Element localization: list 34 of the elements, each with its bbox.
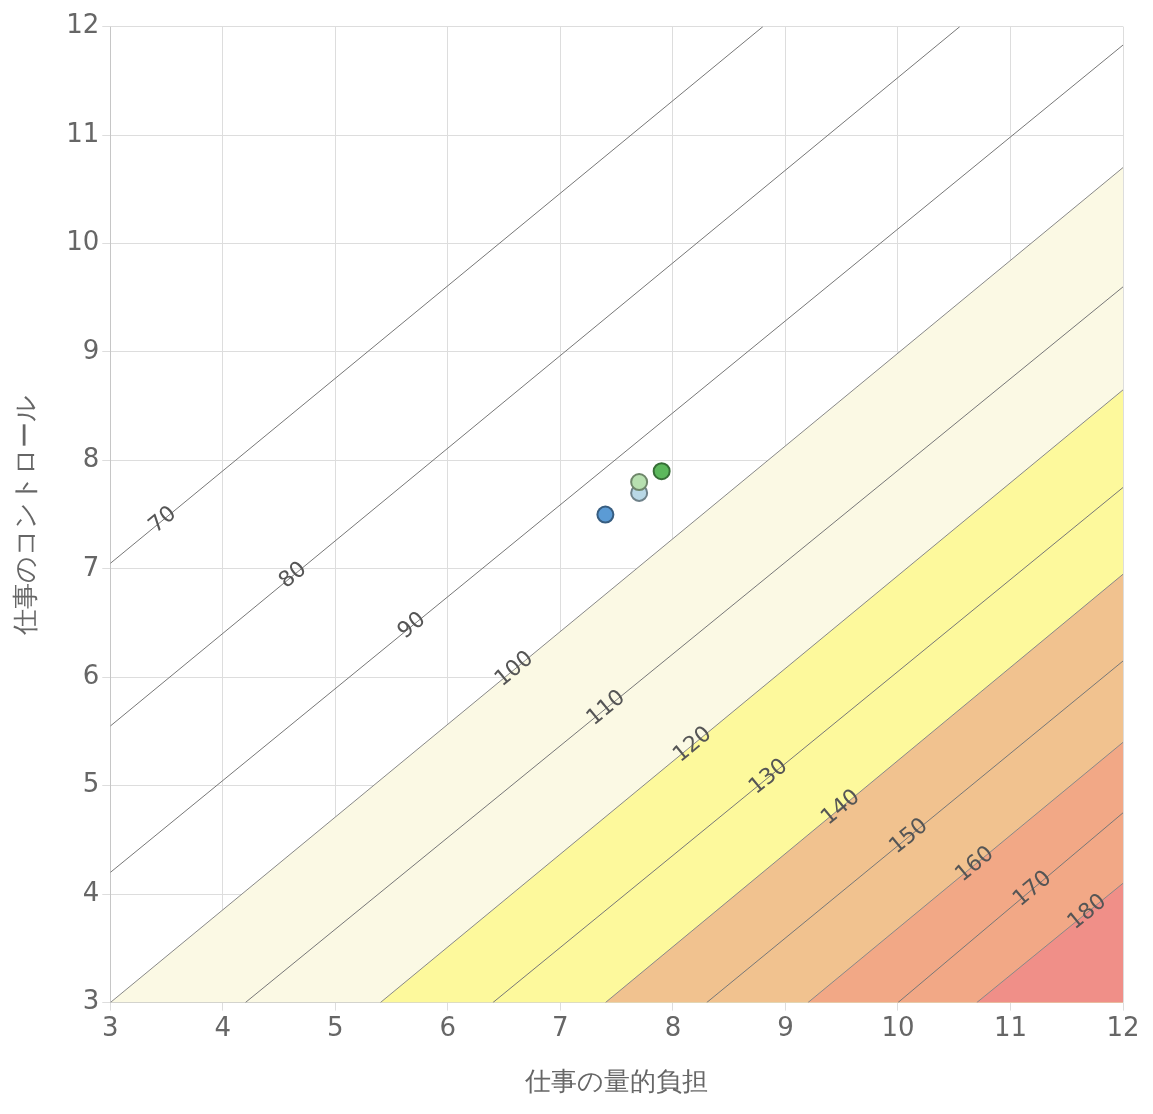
x-tick-label: 4 <box>214 1011 232 1042</box>
x-tick-label: 9 <box>777 1011 794 1042</box>
y-tick-label: 10 <box>66 226 100 257</box>
text: 120 <box>667 720 716 767</box>
x-axis-title: 仕事の量的負担 <box>524 1066 709 1097</box>
text: 80 <box>273 555 311 593</box>
text: 150 <box>883 812 933 859</box>
x-tick-label: 5 <box>327 1011 344 1042</box>
y-tick-label: 7 <box>82 551 100 582</box>
y-axis-title: 仕事のコントロール <box>10 394 41 636</box>
text: 110 <box>580 683 630 730</box>
x-tick-label: 8 <box>664 1011 682 1042</box>
text: 100 <box>489 644 538 691</box>
x-tick-label: 7 <box>552 1011 569 1042</box>
text: 70 <box>142 500 181 538</box>
y-tick-label: 11 <box>66 117 100 148</box>
text: 160 <box>949 840 999 887</box>
x-tick-label: 6 <box>439 1011 457 1042</box>
text: 180 <box>1062 887 1111 934</box>
y-tick-label: 5 <box>82 768 100 799</box>
y-tick-label: 8 <box>82 443 100 474</box>
text: 140 <box>815 783 864 830</box>
x-tick-label: 11 <box>993 1011 1028 1042</box>
y-tick-label: 9 <box>82 334 100 365</box>
x-tick-label: 3 <box>102 1011 119 1042</box>
y-tick-label: 3 <box>82 985 100 1016</box>
y-tick-label: 6 <box>82 660 100 691</box>
y-tick-label: 4 <box>82 876 100 907</box>
text: 170 <box>1007 864 1056 911</box>
text: 130 <box>743 752 792 799</box>
text: 90 <box>392 605 430 644</box>
x-tick-label: 10 <box>881 1011 915 1042</box>
x-tick-label: 12 <box>1106 1011 1140 1042</box>
y-tick-label: 12 <box>66 9 100 40</box>
